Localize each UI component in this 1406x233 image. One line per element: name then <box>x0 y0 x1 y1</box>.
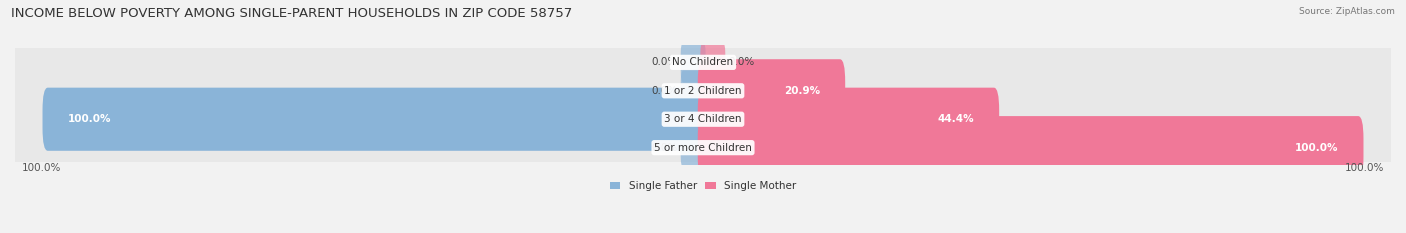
Text: 0.0%: 0.0% <box>652 57 678 67</box>
Text: 100.0%: 100.0% <box>1295 143 1339 153</box>
Text: 0.0%: 0.0% <box>652 143 678 153</box>
Legend: Single Father, Single Mother: Single Father, Single Mother <box>606 177 800 195</box>
FancyBboxPatch shape <box>697 116 1364 179</box>
FancyBboxPatch shape <box>700 42 725 82</box>
FancyBboxPatch shape <box>697 59 845 122</box>
FancyBboxPatch shape <box>681 42 706 82</box>
Text: 1 or 2 Children: 1 or 2 Children <box>664 86 742 96</box>
Text: 0.0%: 0.0% <box>652 86 678 96</box>
Bar <box>15 134 1391 162</box>
Text: Source: ZipAtlas.com: Source: ZipAtlas.com <box>1299 7 1395 16</box>
Text: 0.0%: 0.0% <box>728 57 754 67</box>
FancyBboxPatch shape <box>681 71 706 111</box>
FancyBboxPatch shape <box>681 127 706 168</box>
Bar <box>15 48 1391 77</box>
FancyBboxPatch shape <box>42 88 709 151</box>
Text: 5 or more Children: 5 or more Children <box>654 143 752 153</box>
FancyBboxPatch shape <box>697 88 1000 151</box>
Text: 3 or 4 Children: 3 or 4 Children <box>664 114 742 124</box>
Text: 44.4%: 44.4% <box>938 114 974 124</box>
Text: INCOME BELOW POVERTY AMONG SINGLE-PARENT HOUSEHOLDS IN ZIP CODE 58757: INCOME BELOW POVERTY AMONG SINGLE-PARENT… <box>11 7 572 20</box>
Text: No Children: No Children <box>672 57 734 67</box>
Bar <box>15 105 1391 134</box>
Text: 100.0%: 100.0% <box>67 114 111 124</box>
Bar <box>15 77 1391 105</box>
Text: 100.0%: 100.0% <box>21 163 60 173</box>
Text: 100.0%: 100.0% <box>1346 163 1385 173</box>
Text: 20.9%: 20.9% <box>785 86 820 96</box>
